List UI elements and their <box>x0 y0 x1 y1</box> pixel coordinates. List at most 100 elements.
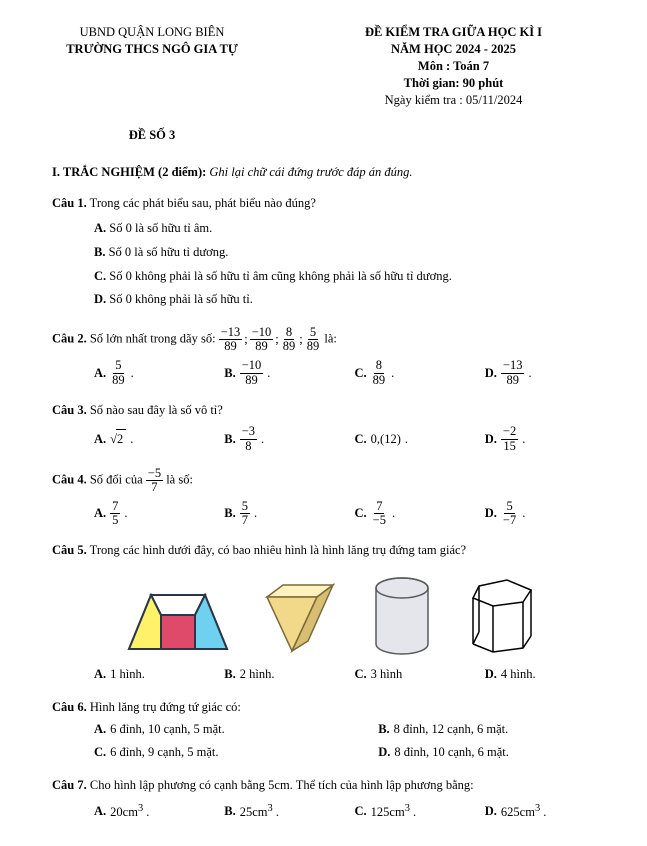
q7-a-u: cm <box>123 805 138 819</box>
q3-d-num: −2 <box>501 425 518 439</box>
q2-seq-d-num: 5 <box>308 326 318 340</box>
page: UBND QUẬN LONG BIÊN TRƯỜNG THCS NGÔ GIA … <box>0 0 647 846</box>
q7-d: D. 625cm3 . <box>485 801 615 822</box>
exam-title: ĐỀ KIỂM TRA GIỮA HỌC KÌ I <box>292 24 615 41</box>
q2-choices: A. 589 . B. −1089 . C. 889 . D. −1389 . <box>94 359 615 386</box>
q2-d-post: . <box>528 364 531 383</box>
q4-a: A. 75 . <box>94 500 224 527</box>
q2-seq-c-den: 89 <box>281 340 298 353</box>
q2-a: A. 589 . <box>94 359 224 386</box>
q2-b-label: B. <box>224 364 235 383</box>
q3-c-post: . <box>405 430 408 449</box>
q7-choices: A. 20cm3 . B. 25cm3 . C. 125cm3 . D. 625… <box>94 801 615 822</box>
q1-b-label: B. <box>94 245 105 259</box>
q2-a-post: . <box>131 364 134 383</box>
q2-d-label: D. <box>485 364 497 383</box>
q2-sep-2: ; <box>275 330 278 349</box>
q4-a-den: 5 <box>110 514 120 527</box>
q6-choices-row1: A. 6 đỉnh, 10 cạnh, 5 mặt. B. 8 đỉnh, 12… <box>94 720 615 739</box>
q4-d-den: −7 <box>501 514 518 527</box>
q6-c-text: 6 đỉnh, 9 cạnh, 5 mặt. <box>110 743 218 762</box>
header-school: TRƯỜNG THCS NGÔ GIA TỰ <box>52 41 252 58</box>
q4-label: Câu 4. <box>52 472 87 486</box>
q2-c: C. 889 . <box>355 359 485 386</box>
q7-b-v: 25 <box>240 805 253 819</box>
q2-text-pre: Số lớn nhất trong dãy số: <box>90 332 219 346</box>
q5-c-text: 3 hình <box>371 665 403 684</box>
q1-text: Trong các phát biểu sau, phát biểu nào đ… <box>90 196 316 210</box>
q4-frac-den: 7 <box>149 481 159 494</box>
q4-a-post: . <box>124 504 127 523</box>
q6-d: D. 8 đỉnh, 10 cạnh, 6 mặt. <box>378 743 615 762</box>
q4-c-post: . <box>392 504 395 523</box>
section-1-title: I. TRẮC NGHIỆM (2 điểm): Ghi lại chữ cái… <box>52 165 615 180</box>
subject: Môn : Toán 7 <box>292 58 615 75</box>
q7-c-post: . <box>410 805 416 819</box>
q2-d: D. −1389 . <box>485 359 615 386</box>
q5-choices: A. 1 hình. B. 2 hình. C. 3 hình D. 4 hìn… <box>94 665 615 684</box>
q6-d-text: 8 đỉnh, 10 cạnh, 6 mặt. <box>394 743 509 762</box>
q3-b-post: . <box>261 430 264 449</box>
header-right: ĐỀ KIỂM TRA GIỮA HỌC KÌ I NĂM HỌC 2024 -… <box>292 24 615 108</box>
q3-a-post: . <box>130 430 133 449</box>
q2-seq-b-num: −10 <box>250 326 274 340</box>
q2-text-post: là: <box>324 332 337 346</box>
q7-b-u: cm <box>252 805 267 819</box>
q3-d-den: 15 <box>501 440 518 453</box>
q2-seq-b-den: 89 <box>253 340 270 353</box>
q2-b-den: 89 <box>243 374 260 387</box>
q3-c-text: 0,(12) <box>371 430 401 449</box>
q2-seq-d-den: 89 <box>305 340 322 353</box>
q4-c-num: 7 <box>374 500 384 514</box>
q5-b: B. 2 hình. <box>224 665 354 684</box>
q7-b-label: B. <box>224 802 235 821</box>
q5-c-label: C. <box>355 665 367 684</box>
q7-d-post: . <box>540 805 546 819</box>
q6-a-text: 6 đỉnh, 10 cạnh, 5 mặt. <box>110 720 225 739</box>
q5-a: A. 1 hình. <box>94 665 224 684</box>
q7-b-post: . <box>273 805 279 819</box>
q7-text: Cho hình lập phương có cạnh bằng 5cm. Th… <box>90 778 474 792</box>
q3-c-label: C. <box>355 430 367 449</box>
q5-c: C. 3 hình <box>355 665 485 684</box>
q3-a-label: A. <box>94 430 106 449</box>
hexagonal-prism-icon <box>459 574 544 659</box>
q7-d-label: D. <box>485 802 497 821</box>
q2-b-post: . <box>267 364 270 383</box>
q4-b-label: B. <box>224 504 235 523</box>
q4-b: B. 57 . <box>224 500 354 527</box>
q6-b: B. 8 đỉnh, 12 cạnh, 6 mặt. <box>378 720 615 739</box>
q4-c-label: C. <box>355 504 367 523</box>
q3-a: A. √2 . <box>94 429 224 449</box>
q4-b-post: . <box>254 504 257 523</box>
q4-c-den: −5 <box>371 514 388 527</box>
q2-sequence: −1389 ; −1089 ; 889 ; 589 <box>219 326 322 353</box>
q4-d-num: 5 <box>504 500 514 514</box>
triangular-prism-icon <box>255 579 345 659</box>
section-1-label: I. TRẮC NGHIỆM (2 điểm): <box>52 165 206 179</box>
q6-label: Câu 6. <box>52 700 87 714</box>
q2-b: B. −1089 . <box>224 359 354 386</box>
q7-a-post: . <box>143 805 149 819</box>
exam-date: Ngày kiểm tra : 05/11/2024 <box>292 92 615 109</box>
q7-c-v: 125 <box>371 805 390 819</box>
q7-b: B. 25cm3 . <box>224 801 354 822</box>
q3-text: Số nào sau đây là số vô tỉ? <box>90 403 223 417</box>
q1-c-label: C. <box>94 269 106 283</box>
q5-a-text: 1 hình. <box>110 665 145 684</box>
header-left: UBND QUẬN LONG BIÊN TRƯỜNG THCS NGÔ GIA … <box>52 24 252 108</box>
q4-c: C. 7−5 . <box>355 500 485 527</box>
trapezoid-shape-icon <box>123 589 233 659</box>
q1-c: Số 0 không phải là số hữu tỉ âm cũng khô… <box>106 269 452 283</box>
q2-d-den: 89 <box>504 374 521 387</box>
duration: Thời gian: 90 phút <box>292 75 615 92</box>
q7-label: Câu 7. <box>52 778 87 792</box>
q3-d-label: D. <box>485 430 497 449</box>
question-3: Câu 3. Số nào sau đây là số vô tỉ? A. √2… <box>52 401 615 453</box>
q4-b-den: 7 <box>240 514 250 527</box>
q6-a: A. 6 đỉnh, 10 cạnh, 5 mặt. <box>94 720 378 739</box>
q1-a: Số 0 là số hữu tỉ âm. <box>106 221 212 235</box>
cylinder-icon <box>367 574 437 659</box>
q4-text-post: là số: <box>166 472 193 486</box>
q2-seq-a-num: −13 <box>219 326 243 340</box>
